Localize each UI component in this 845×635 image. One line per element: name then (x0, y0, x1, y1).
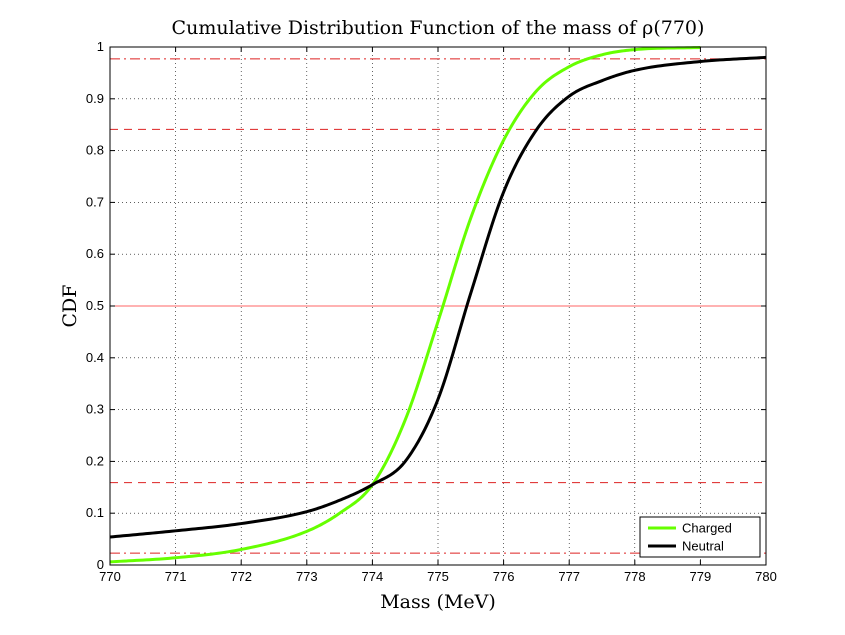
x-tick-label: 779 (690, 569, 712, 584)
x-axis-label: Mass (MeV) (380, 591, 496, 613)
legend-label-neutral: Neutral (682, 539, 724, 554)
x-tick-label: 780 (755, 569, 777, 584)
series-line-neutral (109, 55, 767, 539)
y-tick-label: 0.3 (86, 402, 104, 417)
plot-area: 770 771 772 773 774 775 776 777 778 779 780 0 0.1 0.2… (86, 39, 777, 584)
y-tick-label: 0.7 (86, 194, 104, 209)
x-tick-label: 773 (296, 569, 318, 584)
y-tick-label: 0.1 (86, 505, 104, 520)
legend: Charged Neutral (639, 516, 761, 558)
y-tick-label: 0.4 (86, 350, 104, 365)
y-tick-label: 0 (97, 557, 104, 572)
x-tick-label: 775 (427, 569, 449, 584)
y-tick-label: 1 (97, 39, 104, 54)
series-layer (109, 46, 767, 564)
y-tick-label: 0.2 (86, 453, 104, 468)
legend-label-charged: Charged (682, 521, 732, 536)
y-tick-label: 0.6 (86, 246, 104, 261)
x-tick-label: 778 (624, 569, 646, 584)
series-line-charged (109, 46, 701, 564)
y-tick-label: 0.8 (86, 143, 104, 158)
x-tick-label: 770 (99, 569, 121, 584)
legend-box (639, 516, 761, 558)
y-axis-label: CDF (59, 285, 81, 328)
tick-layer: 770 771 772 773 774 775 776 777 778 779 780 0 0.1 0.2… (86, 39, 777, 584)
x-tick-label: 771 (165, 569, 187, 584)
y-tick-label: 0.5 (86, 298, 104, 313)
x-tick-label: 777 (558, 569, 580, 584)
x-tick-label: 776 (493, 569, 515, 584)
x-tick-label: 774 (362, 569, 384, 584)
x-tick-label: 772 (230, 569, 252, 584)
chart-title: Cumulative Distribution Function of the … (172, 17, 705, 39)
y-tick-label: 0.9 (86, 91, 104, 106)
